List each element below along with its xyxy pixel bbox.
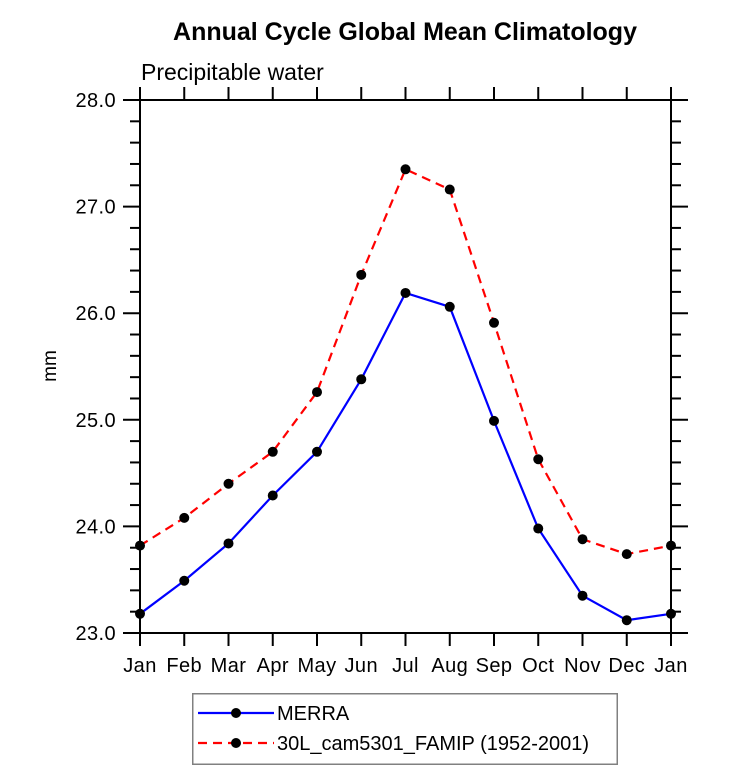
- x-tick-label: Aug: [431, 655, 468, 677]
- x-tick-label: May: [298, 655, 337, 677]
- series-line-0: [139, 291, 672, 622]
- y-tick-label: 28.0: [75, 90, 116, 112]
- series-1-point-11: [621, 549, 632, 560]
- x-tick-label: Mar: [211, 655, 247, 677]
- x-tick-label: Sep: [476, 655, 513, 677]
- x-tick-label: Dec: [608, 655, 645, 677]
- series-0-point-6: [400, 287, 411, 298]
- legend-label-famip: 30L_cam5301_FAMIP (1952-2001): [277, 733, 589, 755]
- series-0-point-3: [267, 490, 278, 501]
- series-0-point-0: [135, 608, 145, 619]
- x-tick-label: Jul: [392, 655, 419, 677]
- y-tick-label: 27.0: [75, 197, 116, 219]
- series-0-point-7: [444, 301, 455, 312]
- legend-box: [192, 693, 618, 765]
- chart-title: Annual Cycle Global Mean Climatology: [173, 18, 637, 46]
- chart-subtitle: Precipitable water: [141, 59, 324, 85]
- x-tick-label: Jan: [123, 655, 156, 677]
- legend-item-famip: 30L_cam5301_FAMIP (1952-2001): [198, 733, 589, 755]
- series-1-point-6: [400, 164, 411, 175]
- x-tick-label: Feb: [166, 655, 202, 677]
- y-tick-label: 25.0: [75, 410, 116, 432]
- series-1-point-4: [312, 387, 322, 398]
- series-0-point-11: [621, 615, 632, 626]
- series-1-point-7: [444, 184, 455, 195]
- series-1-point-0: [135, 540, 145, 551]
- plot-frame: [139, 99, 672, 634]
- y-tick-label: 24.0: [75, 516, 116, 538]
- series-1-point-10: [577, 534, 588, 545]
- series-0-point-4: [312, 446, 322, 457]
- y-tick-label: 23.0: [75, 623, 116, 645]
- series-1-point-9: [533, 454, 544, 465]
- series-0-point-9: [533, 523, 544, 534]
- famip-marker-sample: [231, 738, 241, 748]
- x-tick-label: Oct: [522, 655, 554, 677]
- series-0-point-10: [577, 590, 588, 601]
- legend-label-merra: MERRA: [277, 703, 350, 725]
- series-0-point-12: [666, 608, 676, 619]
- y-tick-label: 26.0: [75, 303, 116, 325]
- series-0-point-8: [489, 415, 499, 426]
- merra-marker-sample: [231, 708, 241, 718]
- legend: MERRA 30L_cam5301_FAMIP (1952-2001): [192, 693, 618, 765]
- x-tick-label: Nov: [564, 655, 601, 677]
- series-1-point-8: [489, 317, 499, 328]
- series-1-point-5: [356, 269, 367, 280]
- plot-area: Jan Feb Mar Apr May Jun Jul Aug Sep Oct Nov Dec Jan 2…: [75, 87, 688, 677]
- x-tick-label: Jun: [345, 655, 378, 677]
- series-1-point-12: [666, 540, 676, 551]
- series-1-point-1: [179, 512, 190, 523]
- x-tick-label: Apr: [257, 655, 289, 677]
- y-axis-label: mm: [40, 350, 61, 382]
- series-1-point-3: [267, 446, 278, 457]
- series-1-point-2: [223, 478, 234, 489]
- x-tick-label: Jan: [654, 655, 687, 677]
- series-0-point-1: [179, 575, 190, 586]
- legend-item-merra: MERRA: [198, 703, 350, 725]
- series-0-point-5: [356, 374, 367, 385]
- series-0-point-2: [223, 538, 234, 549]
- series-line-1: [139, 167, 672, 556]
